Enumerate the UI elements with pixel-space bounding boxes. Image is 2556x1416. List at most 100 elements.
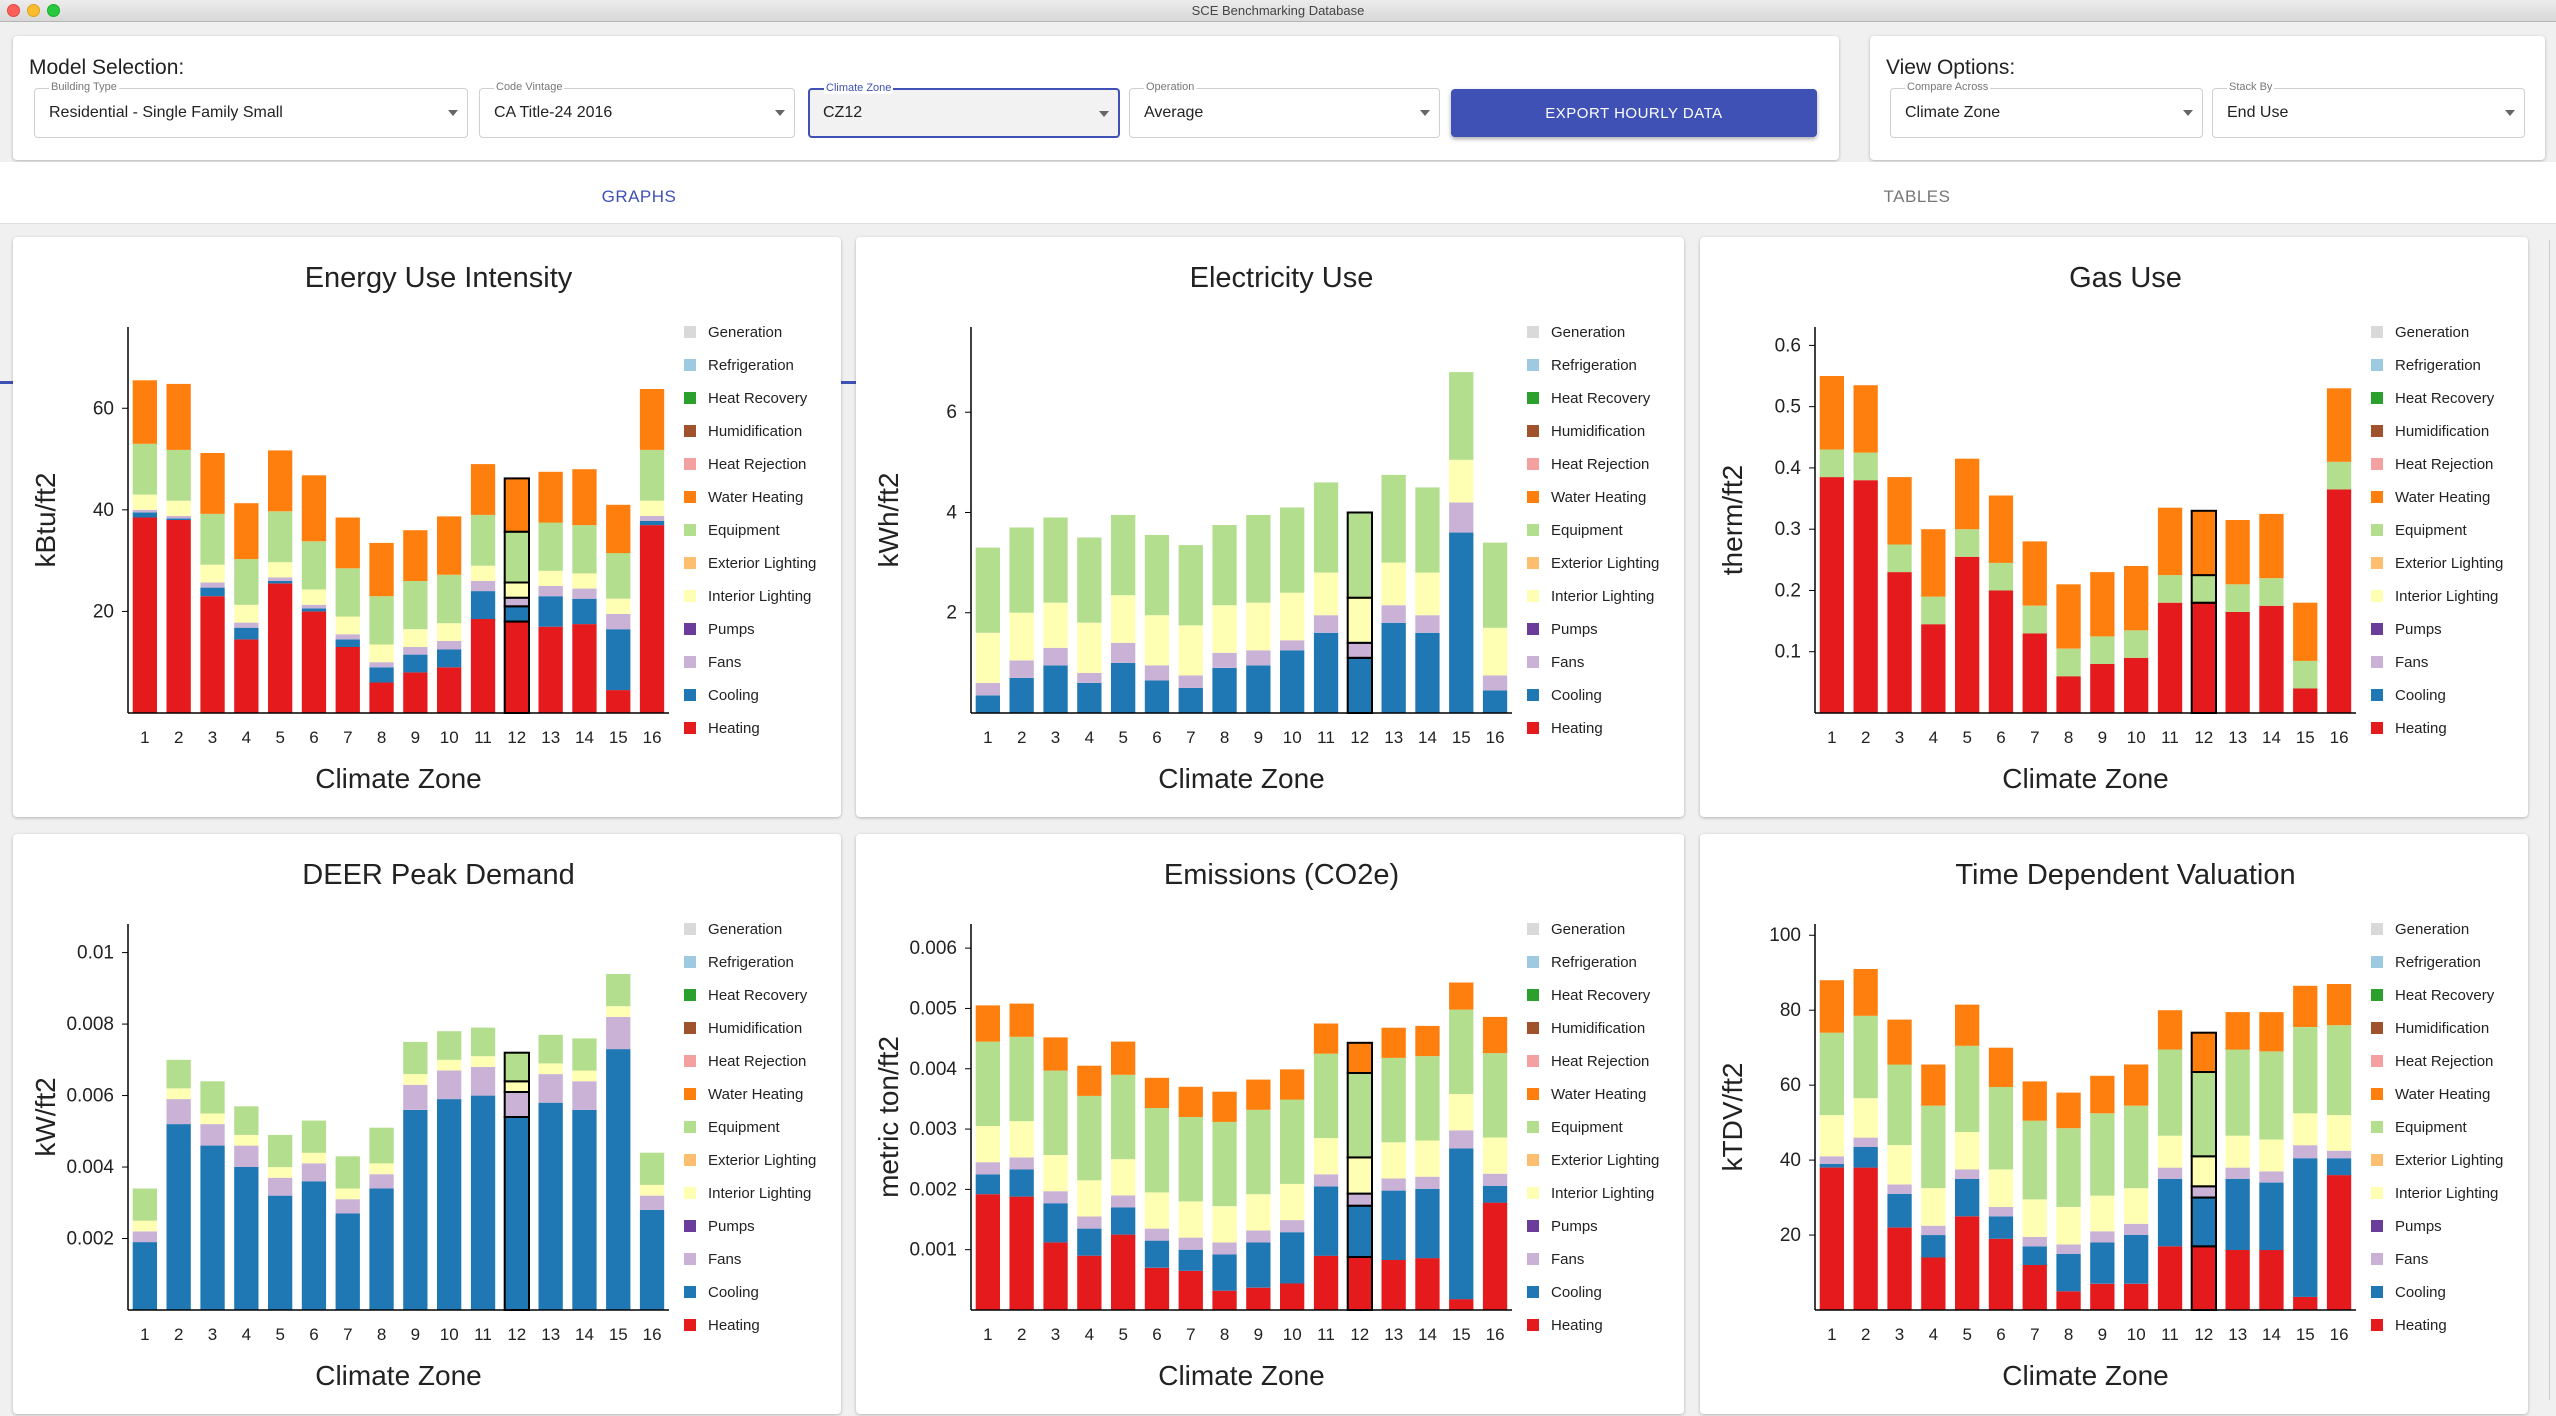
legend-swatch	[1527, 956, 1539, 968]
bar-segment-equipment	[1415, 487, 1440, 573]
minimize-window-button[interactable]	[27, 4, 40, 17]
bar-segment-interior-lighting	[1449, 459, 1474, 503]
bar-segment-water-heating	[2022, 541, 2047, 606]
bar-segment-cooling	[572, 598, 597, 625]
bar-segment-cooling	[1887, 1193, 1912, 1228]
bar-segment-fans	[437, 1070, 462, 1100]
bar-segment-fans	[1381, 1178, 1406, 1191]
legend-item: Interior Lighting	[1551, 1185, 1654, 1202]
bar-segment-cooling	[301, 608, 327, 612]
bar-segment-equipment	[1449, 1009, 1474, 1094]
x-axis-label: Climate Zone	[1158, 763, 1325, 794]
maximize-window-button[interactable]	[47, 4, 60, 17]
legend-item: Equipment	[1551, 1119, 1624, 1136]
legend-item: Humidification	[1551, 1020, 1645, 1037]
legend-swatch	[684, 1154, 696, 1166]
bar-segment-cooling	[1381, 622, 1406, 713]
export-hourly-data-button[interactable]: EXPORT HOURLY DATA	[1451, 89, 1817, 137]
bar-segment-interior-lighting	[606, 598, 631, 614]
bar-segment-heating	[369, 682, 394, 713]
model-selection-title: Model Selection:	[29, 56, 185, 79]
bar-segment-equipment	[1178, 1117, 1203, 1202]
bar-segment-interior-lighting	[470, 1056, 496, 1067]
bar-segment-fans	[2326, 1150, 2352, 1159]
legend-swatch	[1527, 590, 1539, 602]
y-axis-label: metric ton/ft2	[873, 1036, 904, 1198]
window-titlebar: SCE Benchmarking Database	[0, 0, 2556, 22]
bar-segment-cooling	[403, 654, 428, 673]
y-tick-label: 0.001	[909, 1240, 957, 1261]
chart-card-gas-use: Gas Use 1 2 3 4 5 6 7 8 9 10 11 12 13 14 15 16 0.1 0.2 0.3 0…	[1700, 237, 2528, 817]
bar-segment-fans	[470, 1067, 496, 1096]
x-tick-label: 10	[1283, 1325, 1302, 1344]
bar-segment-cooling	[234, 627, 259, 640]
x-tick-label: 2	[174, 728, 183, 747]
bar-segment-heating	[1988, 1238, 2014, 1310]
x-axis-label: Climate Zone	[315, 763, 482, 794]
code-vintage-select[interactable]: Code Vintage CA Title-24 2016	[479, 81, 795, 138]
bar-segment-cooling	[1346, 1204, 1374, 1259]
compare-across-select[interactable]: Compare Across Climate Zone	[1890, 81, 2203, 138]
bar-segment-heating	[1955, 1216, 1980, 1310]
bar-segment-fans	[335, 1199, 360, 1214]
bar-segment-fans	[335, 634, 360, 640]
bar-segment-heating	[2190, 601, 2218, 715]
bar-segment-water-heating	[1381, 1027, 1406, 1058]
bar-segment-fans	[1144, 665, 1170, 681]
x-tick-label: 7	[2030, 1325, 2039, 1344]
bar-segment-interior-lighting	[1212, 1206, 1237, 1243]
bar-segment-heating	[2326, 489, 2352, 713]
legend-item: Refrigeration	[708, 357, 794, 374]
legend-swatch	[2371, 359, 2383, 371]
bar-segment-water-heating	[2190, 1031, 2218, 1073]
bar-segment-heating	[132, 517, 157, 713]
close-window-button[interactable]	[7, 4, 20, 17]
bar-segment-heating	[1043, 1242, 1068, 1310]
legend-swatch	[1527, 923, 1539, 935]
bar-segment-water-heating	[606, 504, 631, 554]
operation-select[interactable]: Operation Average	[1129, 81, 1440, 138]
bar-segment-cooling	[572, 1109, 597, 1310]
legend-item: Heating	[2395, 1317, 2447, 1334]
stack-by-select[interactable]: Stack By End Use	[2212, 81, 2525, 138]
legend-swatch	[1527, 1187, 1539, 1199]
page-scrollbar[interactable]	[2546, 240, 2554, 1410]
bar-segment-heating	[470, 619, 496, 713]
legend-item: Heat Recovery	[1551, 390, 1651, 407]
bar-segment-heating	[1853, 480, 1878, 713]
legend-swatch	[684, 1253, 696, 1265]
x-tick-label: 1	[983, 1325, 992, 1344]
bar-segment-water-heating	[369, 542, 394, 597]
bar-segment-equipment	[1009, 1036, 1034, 1122]
legend-item: Humidification	[1551, 423, 1645, 440]
tab-graphs[interactable]: GRAPHS	[601, 187, 677, 206]
bar-segment-equipment	[1077, 1095, 1102, 1181]
bar-segment-heating	[606, 690, 631, 713]
bar-segment-equipment	[234, 1106, 259, 1135]
building-type-select[interactable]: Building Type Residential - Single Famil…	[34, 81, 468, 138]
bar-segment-equipment	[2124, 1105, 2149, 1189]
bar-segment-interior-lighting	[268, 562, 293, 578]
legend-item: Heat Recovery	[708, 390, 808, 407]
climate-zone-select[interactable]: Climate Zone CZ12	[808, 82, 1120, 138]
x-tick-label: 13	[1384, 728, 1403, 747]
legend-item: Pumps	[708, 621, 755, 638]
bar-segment-heating	[1482, 1202, 1508, 1310]
chevron-down-icon	[1099, 111, 1109, 117]
operation-value: Average	[1144, 104, 1204, 121]
x-tick-label: 3	[1051, 1325, 1060, 1344]
legend-item: Exterior Lighting	[2395, 1152, 2503, 1169]
bar-segment-water-heating	[335, 517, 360, 569]
tab-tables[interactable]: TABLES	[1883, 187, 1951, 206]
legend-swatch	[684, 1220, 696, 1232]
bar-segment-fans	[166, 515, 191, 519]
bar-segment-fans	[2022, 1236, 2047, 1247]
bar-segment-equipment	[1415, 1056, 1440, 1141]
bar-segment-water-heating	[2124, 1064, 2149, 1106]
chart-card-emissions: Emissions (CO2e) 1 2 3 4 5 6 7 8 9 10 11 12 13 14 15 16 0…	[856, 834, 1684, 1414]
legend-swatch	[684, 326, 696, 338]
bar-segment-water-heating	[2090, 572, 2115, 637]
